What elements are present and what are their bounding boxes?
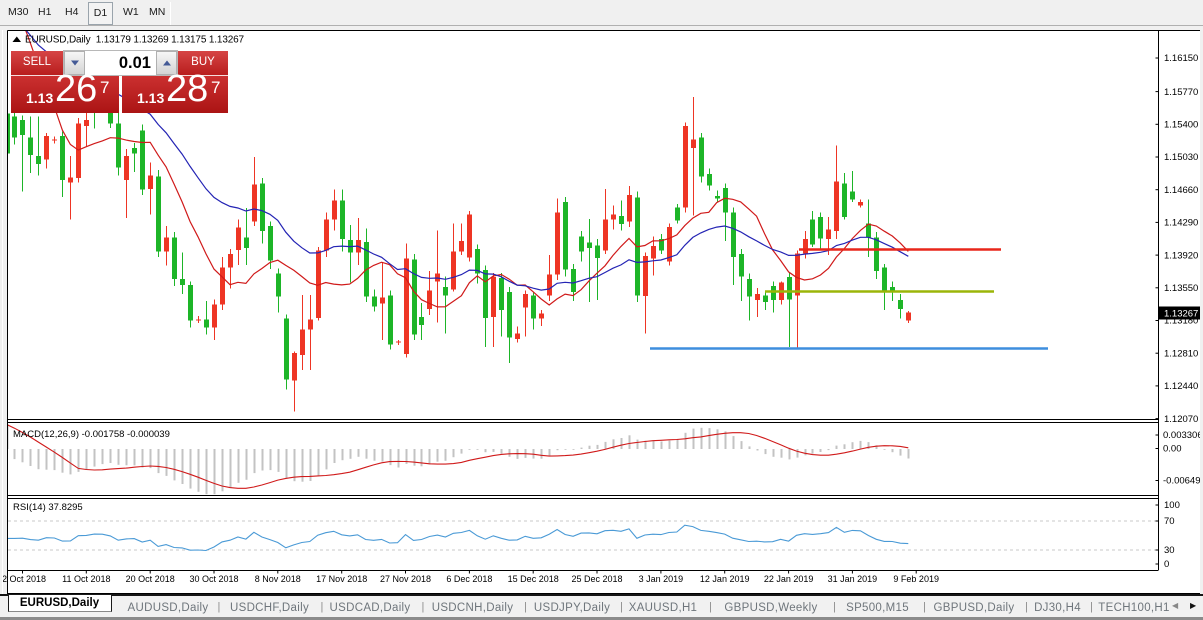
svg-text:1.14290: 1.14290 xyxy=(1164,218,1198,229)
svg-text:0.00: 0.00 xyxy=(1163,444,1182,455)
svg-text:-0.00649: -0.00649 xyxy=(1163,476,1201,487)
svg-text:1.14660: 1.14660 xyxy=(1164,185,1198,196)
svg-text:30: 30 xyxy=(1164,545,1175,556)
svg-text:0: 0 xyxy=(1164,559,1169,570)
svg-text:1.13267: 1.13267 xyxy=(1164,308,1198,319)
svg-text:9 Feb 2019: 9 Feb 2019 xyxy=(893,574,939,584)
svg-text:20 Oct 2018: 20 Oct 2018 xyxy=(126,574,175,584)
svg-text:31 Jan 2019: 31 Jan 2019 xyxy=(828,574,878,584)
svg-text:15 Dec 2018: 15 Dec 2018 xyxy=(508,574,559,584)
svg-text:2 Oct 2018: 2 Oct 2018 xyxy=(2,574,46,584)
svg-text:17 Nov 2018: 17 Nov 2018 xyxy=(316,574,367,584)
svg-text:12 Jan 2019: 12 Jan 2019 xyxy=(700,574,750,584)
svg-text:11 Oct 2018: 11 Oct 2018 xyxy=(62,574,110,584)
svg-text:30 Oct 2018: 30 Oct 2018 xyxy=(189,574,238,584)
svg-text:8 Nov 2018: 8 Nov 2018 xyxy=(255,574,301,584)
svg-text:22 Jan 2019: 22 Jan 2019 xyxy=(764,574,814,584)
svg-text:1.15030: 1.15030 xyxy=(1164,152,1198,163)
svg-text:1.12070: 1.12070 xyxy=(1164,414,1198,425)
svg-text:MACD(12,26,9) -0.001758 -0.000: MACD(12,26,9) -0.001758 -0.000039 xyxy=(13,429,170,440)
svg-text:100: 100 xyxy=(1164,500,1180,511)
svg-text:1.13550: 1.13550 xyxy=(1164,283,1198,294)
svg-text:3 Jan 2019: 3 Jan 2019 xyxy=(639,574,684,584)
svg-text:25 Dec 2018: 25 Dec 2018 xyxy=(571,574,622,584)
svg-text:1.15400: 1.15400 xyxy=(1164,120,1198,131)
svg-text:0.003306: 0.003306 xyxy=(1163,430,1203,441)
svg-text:27 Nov 2018: 27 Nov 2018 xyxy=(380,574,431,584)
svg-text:EURUSD,Daily 1.13179 1.13269: EURUSD,Daily 1.13179 1.13269 1.13175 1.1… xyxy=(25,35,245,46)
svg-text:1.12440: 1.12440 xyxy=(1164,381,1198,392)
svg-text:1.15770: 1.15770 xyxy=(1164,87,1198,98)
svg-text:RSI(14) 37.8295: RSI(14) 37.8295 xyxy=(13,502,83,513)
svg-text:1.16150: 1.16150 xyxy=(1164,53,1198,64)
svg-text:6 Dec 2018: 6 Dec 2018 xyxy=(446,574,492,584)
svg-text:1.12810: 1.12810 xyxy=(1164,348,1198,359)
svg-text:1.13920: 1.13920 xyxy=(1164,250,1198,261)
svg-text:70: 70 xyxy=(1164,516,1175,527)
svg-text:1.13180: 1.13180 xyxy=(1164,316,1198,327)
